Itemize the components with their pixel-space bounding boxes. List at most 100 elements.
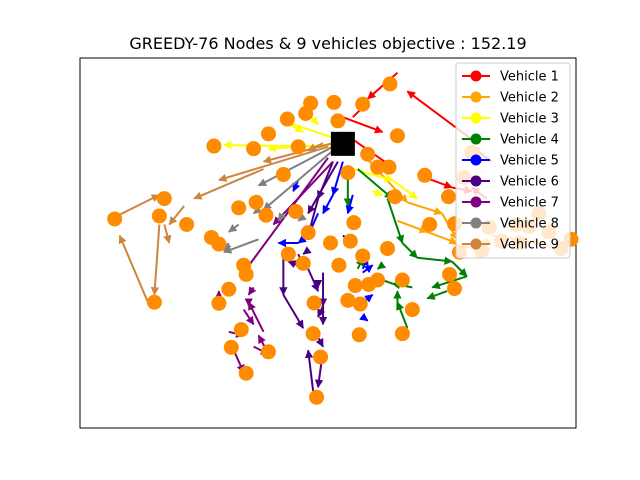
customer-node — [238, 365, 254, 381]
legend-marker — [470, 133, 482, 145]
legend-item-vehicle-2: Vehicle 2 — [462, 91, 559, 106]
customer-node — [260, 344, 276, 360]
customer-node — [331, 257, 347, 273]
route-arrow — [277, 212, 287, 222]
customer-node — [275, 167, 291, 183]
legend-item-vehicle-8: Vehicle 8 — [462, 217, 559, 232]
customer-node — [394, 272, 410, 288]
customer-node — [306, 295, 322, 311]
legend-marker — [470, 70, 482, 82]
legend-marker — [470, 154, 482, 166]
route-arrow — [307, 268, 319, 292]
route-arrow — [168, 205, 185, 226]
customer-node — [347, 278, 363, 294]
legend-marker — [470, 112, 482, 124]
legend-item-vehicle-5: Vehicle 5 — [462, 154, 559, 169]
route-arrow — [396, 301, 409, 329]
customer-node — [236, 257, 252, 273]
customer-node — [322, 235, 338, 251]
legend-marker — [470, 238, 482, 250]
customer-node — [309, 389, 325, 405]
customer-node — [246, 141, 262, 157]
route-arrow — [426, 290, 448, 300]
customer-node — [313, 349, 329, 365]
customer-node — [279, 111, 295, 127]
customer-node — [382, 76, 398, 92]
route-arrow — [247, 286, 257, 296]
depot-layer — [330, 131, 355, 156]
legend-marker — [470, 175, 482, 187]
legend-label: Vehicle 2 — [500, 91, 559, 106]
route-arrow — [228, 223, 240, 233]
route-arrow — [114, 194, 161, 218]
customer-node — [326, 94, 342, 110]
customer-node — [305, 326, 321, 342]
route-arrow — [345, 194, 354, 215]
customer-node — [107, 211, 123, 227]
customer-node — [370, 159, 386, 175]
route-arrow — [451, 260, 468, 278]
legend-item-vehicle-1: Vehicle 1 — [462, 70, 559, 85]
route-arrow — [302, 246, 312, 255]
customer-node — [346, 215, 362, 231]
legend-label: Vehicle 4 — [500, 133, 559, 148]
customer-node — [203, 229, 219, 245]
route-arrow — [386, 198, 404, 244]
route-arrow — [401, 242, 418, 259]
route-arrow — [397, 219, 428, 234]
legend-item-vehicle-9: Vehicle 9 — [462, 238, 559, 253]
route-arrow — [357, 168, 394, 200]
route-arrow — [150, 224, 161, 296]
route-arrow — [307, 142, 324, 152]
customer-node — [248, 194, 264, 210]
route-arrow — [376, 261, 387, 270]
customer-node — [179, 217, 195, 232]
depot-marker — [330, 131, 355, 156]
legend-label: Vehicle 5 — [500, 154, 559, 169]
route-arrow — [322, 194, 334, 215]
route-arrow — [407, 201, 443, 216]
route-arrow — [218, 145, 329, 182]
customer-node — [389, 128, 405, 144]
route-arrow — [342, 116, 384, 134]
customer-node — [221, 281, 237, 297]
customer-node — [288, 204, 304, 220]
route-arrow — [257, 145, 334, 187]
customer-node — [280, 246, 296, 262]
customer-node — [446, 281, 462, 297]
customer-node — [394, 326, 410, 342]
legend-label: Vehicle 1 — [500, 70, 559, 85]
route-arrow — [372, 188, 384, 197]
customer-node — [300, 225, 316, 241]
route-arrow — [417, 256, 453, 265]
legend-item-vehicle-4: Vehicle 4 — [462, 133, 559, 148]
customer-node — [258, 207, 274, 223]
customer-node — [223, 339, 239, 355]
customer-node — [298, 106, 314, 121]
customer-node — [422, 217, 438, 232]
customer-node — [231, 200, 247, 216]
customer-node — [404, 302, 420, 318]
customer-node — [260, 126, 276, 142]
customer-node — [211, 295, 227, 311]
customer-node — [351, 327, 367, 343]
legend-item-vehicle-6: Vehicle 6 — [462, 175, 559, 190]
route-arrow — [262, 149, 334, 211]
legend-label: Vehicle 7 — [500, 196, 559, 211]
legend-item-vehicle-7: Vehicle 7 — [462, 196, 559, 211]
customer-node — [330, 113, 346, 129]
customer-node — [156, 191, 172, 207]
route-arrow — [297, 212, 307, 222]
legend-label: Vehicle 9 — [500, 238, 559, 253]
route-arrow — [242, 309, 255, 326]
legend-marker — [470, 196, 482, 208]
route-arrow — [163, 224, 172, 244]
customer-node — [360, 146, 376, 162]
legend-label: Vehicle 3 — [500, 112, 559, 127]
customer-node — [417, 167, 433, 183]
customer-node — [380, 241, 396, 257]
customer-node — [381, 159, 397, 175]
customer-node — [206, 138, 222, 154]
route-arrow — [223, 241, 232, 252]
